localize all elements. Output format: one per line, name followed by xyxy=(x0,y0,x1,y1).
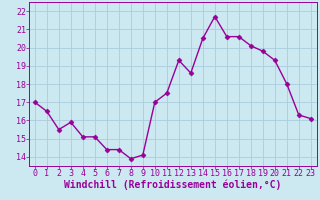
X-axis label: Windchill (Refroidissement éolien,°C): Windchill (Refroidissement éolien,°C) xyxy=(64,179,282,190)
